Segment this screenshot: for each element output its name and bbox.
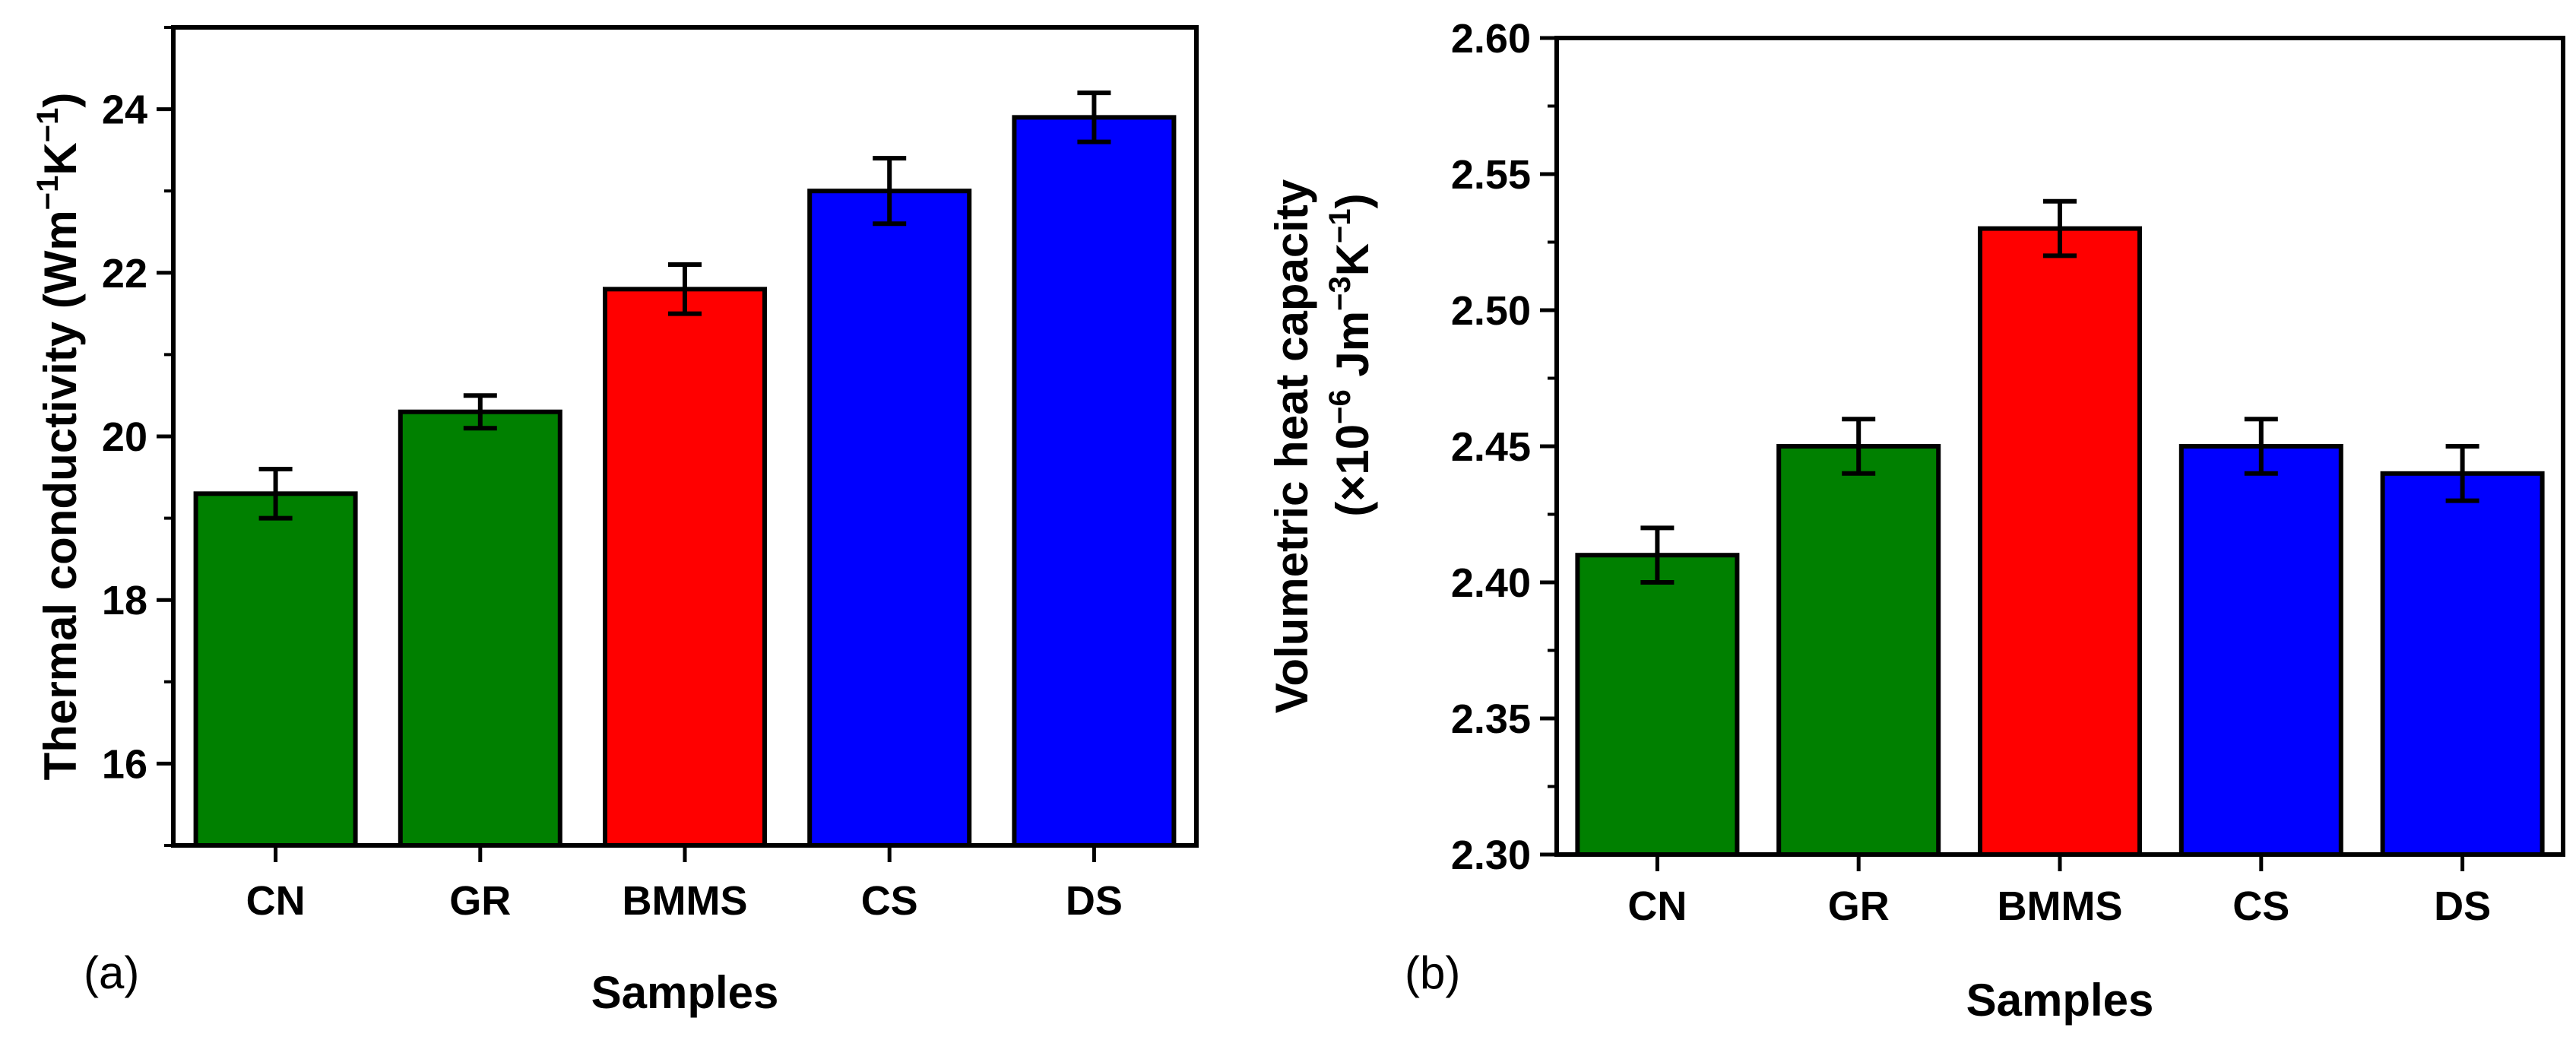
bar-cn (1575, 553, 1740, 857)
y-axis-title-sup: −6 (1323, 389, 1357, 424)
bar-ds (1012, 115, 1177, 848)
bar-cn (193, 491, 358, 848)
y-axis-title-part: Jm (1327, 311, 1378, 389)
bar-bmms (1978, 226, 2142, 858)
y-tick-label: 2.40 (1451, 560, 1531, 606)
y-tick-label: 2.35 (1451, 696, 1531, 742)
bar-ds (2380, 471, 2545, 857)
y-axis-title-sup: −1 (31, 176, 65, 211)
x-tick-label: CS (2232, 883, 2289, 929)
y-axis-title-unit: K (35, 142, 86, 175)
chart-panel-b: CN GR BMMS CS DS 2.30 2.35 2.40 2.45 2.50 2.55 2.60… (1266, 16, 2565, 1026)
x-axis-title: Samples (1966, 975, 2154, 1026)
y-axis-title-sup: −1 (31, 108, 65, 143)
y-axis-title-part: (×10 (1327, 424, 1378, 517)
bar-cs (2178, 444, 2343, 857)
x-tick-label: DS (1066, 878, 1123, 924)
y-tick-label: 2.55 (1451, 152, 1531, 198)
panel-label: (b) (1405, 947, 1460, 998)
x-tick-label: GR (449, 878, 511, 924)
plot-frame (171, 25, 1199, 848)
y-tick-label: 2.45 (1451, 424, 1531, 470)
x-axis-title: Samples (591, 967, 779, 1018)
y-tick-label: 22 (102, 251, 147, 297)
y-tick-label: 2.30 (1451, 832, 1531, 878)
chart-panel-a: CN GR BMMS CS DS 16 18 20 22 24 Samples (a) Thermal … (31, 25, 1199, 1018)
y-axis-title-line2: (×10−6 Jm−3K−1) (1323, 193, 1378, 516)
bar-gr (398, 409, 562, 848)
y-tick-label: 24 (102, 87, 147, 133)
y-axis-title-part: K (1327, 243, 1378, 276)
plot-frame (1554, 36, 2565, 857)
y-tick-label: 2.60 (1451, 16, 1531, 62)
y-axis-title-end: ) (35, 93, 86, 108)
y-axis-title-main: Thermal conductivity (Wm (35, 210, 86, 780)
y-tick-label: 2.50 (1451, 288, 1531, 334)
y-axis-title-sup: −1 (1323, 208, 1357, 243)
y-tick-label: 20 (102, 414, 147, 460)
bar-bmms (603, 287, 767, 848)
y-tick-label: 18 (102, 578, 147, 623)
x-tick-label: GR (1828, 883, 1890, 929)
y-tick-label: 16 (102, 741, 147, 787)
bar-cs (807, 189, 972, 848)
x-tick-label: BMMS (1998, 883, 2123, 929)
x-tick-label: CN (1627, 883, 1687, 929)
x-tick-label: CS (861, 878, 918, 924)
panel-label: (a) (84, 947, 139, 998)
y-axis-title-sup: −3 (1323, 276, 1357, 311)
x-tick-label: DS (2434, 883, 2491, 929)
y-axis-title: Thermal conductivity (Wm−1K−1) (31, 93, 86, 781)
x-tick-label: BMMS (623, 878, 748, 924)
y-axis-title-line1: Volumetric heat capacity (1266, 179, 1317, 713)
bar-gr (1776, 444, 1941, 857)
y-axis-title-part: ) (1327, 193, 1378, 208)
x-tick-label: CN (246, 878, 306, 924)
